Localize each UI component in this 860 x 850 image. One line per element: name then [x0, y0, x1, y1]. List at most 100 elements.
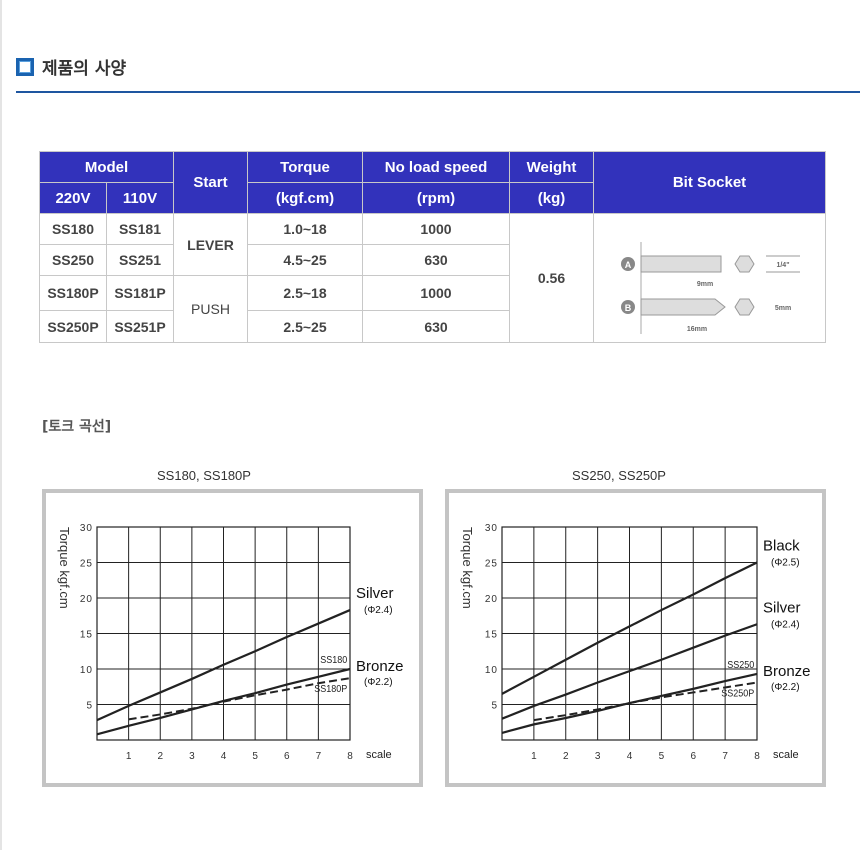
cell-model-220: SS180P [39, 275, 107, 311]
model-label: SS250P [721, 688, 754, 700]
bit-a-label: A [624, 260, 631, 270]
cell-model-110: SS181 [106, 213, 174, 245]
x-tick-label: 8 [347, 751, 353, 762]
x-tick-label: 5 [252, 751, 258, 762]
x-tick-label: 2 [563, 751, 569, 762]
square-icon [16, 57, 34, 76]
series-label: Silver [763, 599, 801, 616]
series-line [501, 561, 758, 695]
cell-start-push: PUSH [173, 275, 248, 343]
series-label: Bronze [356, 658, 404, 675]
series-sublabel: (Φ2.4) [364, 605, 393, 616]
bit-b-size: 5mm [774, 305, 790, 312]
y-tick-label: 5 [491, 701, 498, 712]
model-label: SS250 [727, 660, 754, 672]
x-tick-label: 8 [754, 751, 760, 762]
model-label: SS180P [314, 684, 347, 696]
cell-speed: 630 [362, 310, 510, 343]
table-row: SS250 SS251 4.5~25 630 [39, 244, 826, 276]
chart-2: 1 2 3 4 5 6 7 8 5 10 15 20 25 30 scale Torque kgf.cm Bla… [445, 489, 826, 787]
cell-weight: 0.56 [509, 213, 594, 343]
y-tick-label: 20 [80, 594, 93, 605]
spec-table: Model Start Torque No load speed Weight … [39, 151, 826, 343]
series-sublabel: (Φ2.2) [771, 682, 800, 693]
cell-start-lever: LEVER [173, 213, 248, 276]
x-tick-label: 7 [316, 751, 322, 762]
x-tick-label: 6 [690, 751, 696, 762]
x-tick-label: 4 [627, 751, 633, 762]
header-bit: Bit Socket [593, 151, 826, 214]
cell-model-110: SS251P [106, 310, 174, 343]
series-sublabel: (Φ2.5) [771, 558, 800, 569]
series-line [128, 677, 351, 721]
cell-torque: 1.0~18 [247, 213, 363, 245]
x-tick-label: 3 [189, 751, 195, 762]
header-torque: Torque [247, 151, 363, 183]
series-label: Black [763, 538, 800, 555]
header-torque-unit: (kgf.cm) [247, 182, 363, 214]
header-weight: Weight [509, 151, 594, 183]
y-tick-label: 20 [485, 594, 498, 605]
y-tick-label: 15 [80, 630, 93, 641]
y-tick-label: 5 [86, 701, 93, 712]
table-row: SS250P SS251P 2.5~25 630 [39, 310, 826, 343]
x-tick-label: 1 [531, 751, 537, 762]
series-label: Silver [356, 585, 394, 602]
cell-speed: 1000 [362, 275, 510, 311]
header-220v: 220V [39, 182, 107, 214]
bit-socket-diagram: A 9mm 1/4" B 16mm 5mm [620, 242, 800, 334]
y-tick-label: 15 [485, 630, 498, 641]
x-tick-label: 6 [284, 751, 290, 762]
header-speed: No load speed [362, 151, 510, 183]
chart-1: 1 2 3 4 5 6 7 8 5 10 15 20 25 30 scale Torque kgf.cm Sil… [42, 489, 423, 787]
y-tick-label: 10 [80, 665, 93, 676]
y-tick-label: 30 [80, 523, 93, 534]
y-axis-label: Torque kgf.cm [460, 527, 475, 609]
divider [16, 91, 860, 93]
y-tick-label: 25 [80, 559, 93, 570]
cell-torque: 2.5~25 [247, 310, 363, 343]
x-tick-label: 1 [126, 751, 132, 762]
torque-curve-heading: [토크 곡선] [42, 419, 112, 435]
series-line [533, 681, 758, 722]
header-weight-unit: (kg) [509, 182, 594, 214]
bit-a-size: 1/4" [776, 262, 789, 269]
cell-speed: 1000 [362, 213, 510, 245]
x-tick-label: 2 [157, 751, 163, 762]
series-label: Bronze [763, 663, 811, 680]
model-label: SS180 [320, 655, 347, 667]
bit-b-badge [620, 300, 635, 314]
page-title: 제품의 사양 [42, 59, 127, 79]
series-sublabel: (Φ2.2) [364, 677, 393, 688]
y-axis-label: Torque kgf.cm [57, 527, 72, 609]
table-row: SS180P SS181P PUSH 2.5~18 1000 [39, 275, 826, 343]
x-axis-label: scale [366, 749, 392, 761]
bit-a-length: 9mm [696, 281, 712, 288]
bit-b-length: 16mm [686, 326, 706, 333]
cell-model-110: SS181P [106, 275, 174, 311]
cell-torque: 4.5~25 [247, 244, 363, 276]
cell-bit-socket: A 9mm 1/4" B 16mm 5mm [593, 213, 826, 343]
x-tick-label: 4 [221, 751, 227, 762]
series-line [501, 623, 758, 720]
x-tick-label: 3 [595, 751, 601, 762]
y-tick-label: 10 [485, 665, 498, 676]
cell-torque: 2.5~18 [247, 275, 363, 311]
cell-model-220: SS180 [39, 213, 107, 245]
table-row: SS180 SS181 LEVER 1.0~18 1000 0.56 A 9mm… [39, 213, 826, 343]
bit-a-badge [620, 257, 635, 271]
y-tick-label: 30 [485, 523, 498, 534]
series-sublabel: (Φ2.4) [771, 619, 800, 630]
chart-title: SS250, SS250P [572, 468, 666, 483]
cell-model-220: SS250 [39, 244, 107, 276]
header-speed-unit: (rpm) [362, 182, 510, 214]
bit-b-label: B [624, 303, 631, 313]
header-model: Model [39, 151, 174, 183]
header-start: Start [173, 151, 248, 214]
section-title: 제품의 사양 [16, 54, 126, 79]
x-tick-label: 5 [659, 751, 665, 762]
cell-speed: 630 [362, 244, 510, 276]
cell-model-220: SS250P [39, 310, 107, 343]
x-tick-label: 7 [722, 751, 728, 762]
y-tick-label: 25 [485, 559, 498, 570]
